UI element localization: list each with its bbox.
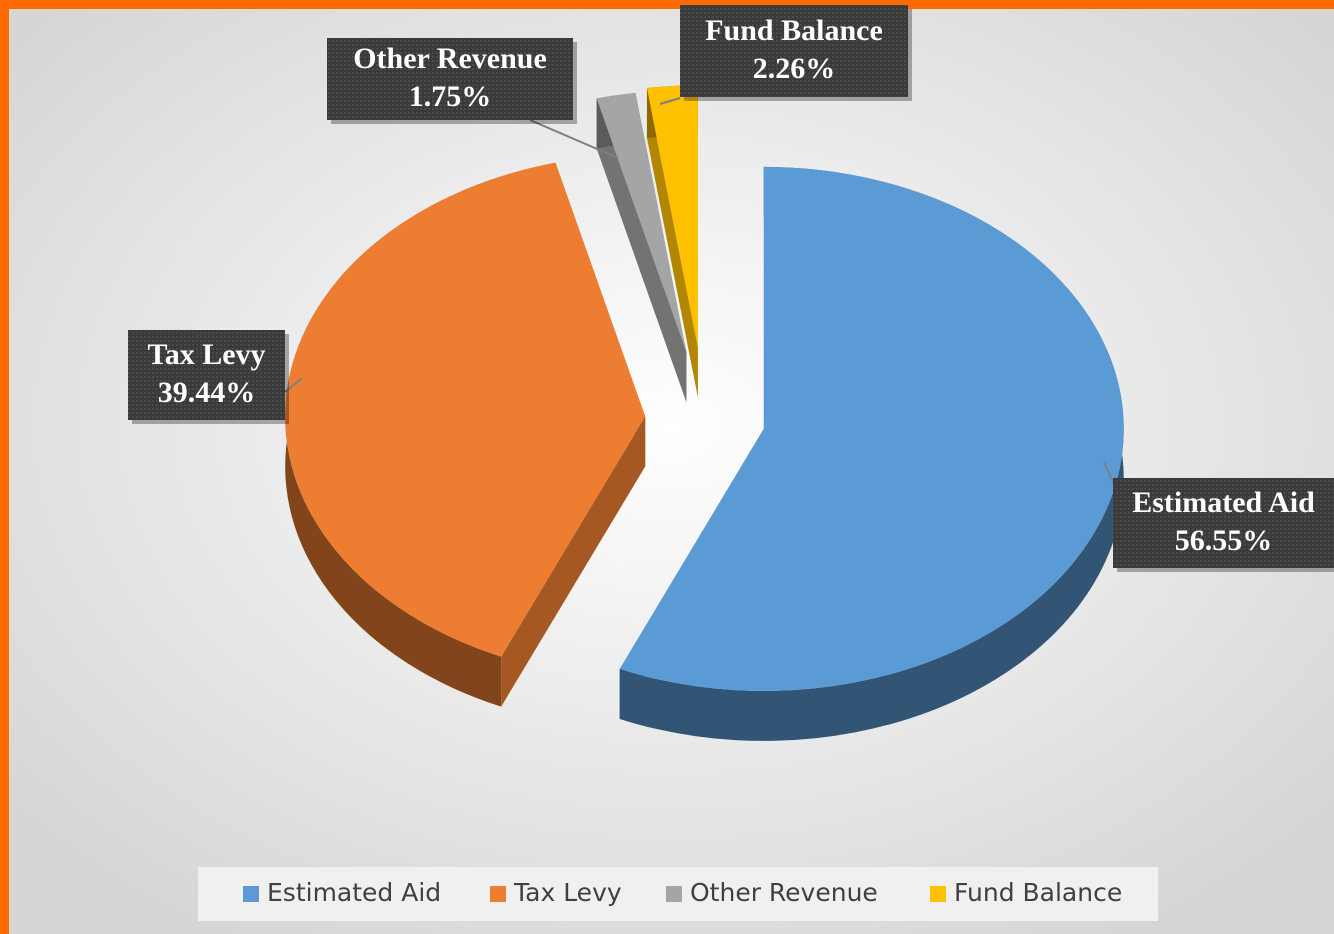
data-label-value: 1.75% [409, 80, 492, 113]
legend-swatch [930, 886, 946, 902]
leader-line [1103, 461, 1114, 483]
data-label-category: Tax Levy [147, 338, 265, 371]
legend-label: Other Revenue [690, 878, 878, 907]
data-label-value: 56.55% [1175, 524, 1273, 557]
legend-label: Tax Levy [513, 878, 622, 907]
data-label-box [128, 330, 285, 420]
data-label-category: Fund Balance [705, 14, 883, 47]
pie-slice [285, 162, 646, 657]
slice-side [646, 88, 698, 398]
legend-swatch [490, 886, 506, 902]
data-label-category: Other Revenue [353, 42, 547, 75]
data-label-box [680, 5, 908, 97]
data-label-value: 2.26% [753, 52, 836, 85]
leader-line [529, 119, 619, 159]
legend-swatch [243, 886, 259, 902]
data-label-box [327, 38, 573, 120]
pie-slice [619, 166, 1124, 691]
data-label-box [1113, 478, 1334, 568]
data-label-category: Estimated Aid [1132, 486, 1315, 519]
legend-swatch [666, 886, 682, 902]
legend-label: Fund Balance [954, 878, 1122, 907]
data-label-value: 39.44% [158, 376, 256, 409]
slice-side [596, 98, 687, 403]
leader-line [659, 97, 681, 105]
leader-line [284, 377, 303, 393]
slice-side [501, 416, 646, 707]
slice-side [619, 166, 1124, 741]
pie-slice [646, 85, 698, 348]
pie-slice [596, 92, 687, 353]
legend-label: Estimated Aid [267, 878, 441, 907]
